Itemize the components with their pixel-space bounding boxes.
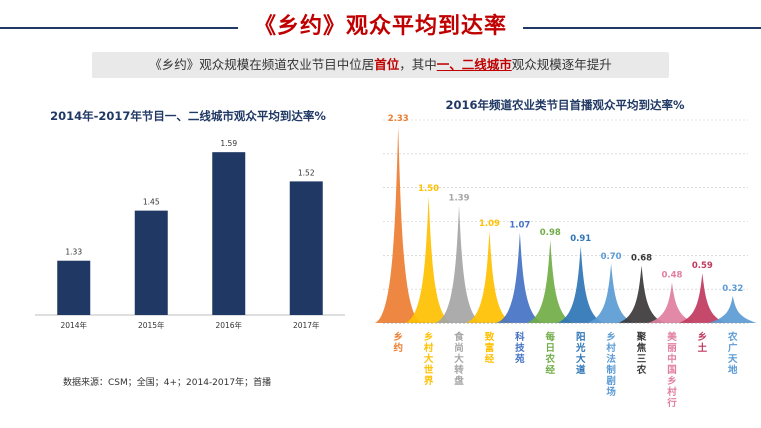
spike-category-char-9: 村 bbox=[667, 386, 677, 398]
spike-category-char-8: 焦 bbox=[636, 342, 647, 354]
spike-9 bbox=[648, 282, 696, 323]
spike-category-char-10: 乡 bbox=[698, 332, 708, 343]
summary-text-2: ，其中 bbox=[399, 57, 437, 72]
spike-value-label-10: 0.59 bbox=[692, 261, 713, 271]
spike-category-char-11: 农 bbox=[727, 331, 738, 343]
spike-category-char-4: 苑 bbox=[514, 353, 525, 365]
spike-value-label-7: 0.70 bbox=[601, 252, 622, 262]
bar-category-label-1: 2015年 bbox=[138, 320, 165, 330]
header-rule-right bbox=[523, 27, 761, 29]
summary-text-1: 《乡约》观众规模在频道农业节目中位居 bbox=[149, 57, 375, 72]
spike-category-char-8: 农 bbox=[636, 364, 647, 376]
bar-category-label-3: 2017年 bbox=[293, 320, 320, 330]
spike-category-char-9: 国 bbox=[667, 365, 677, 376]
spike-category-char-3: 富 bbox=[485, 342, 495, 354]
header-rule-left bbox=[0, 27, 238, 29]
spike-category-char-7: 村 bbox=[606, 342, 616, 354]
spike-category-char-9: 丽 bbox=[667, 343, 677, 354]
bar-value-label-3: 1.52 bbox=[298, 168, 315, 177]
bar-chart-title: 2014年-2017年节目一、二线城市观众平均到达率% bbox=[50, 109, 326, 123]
spike-category-char-9: 行 bbox=[666, 397, 677, 409]
spike-category-char-11: 天 bbox=[728, 354, 738, 365]
bar-category-label-0: 2014年 bbox=[60, 320, 87, 330]
spike-value-label-6: 0.91 bbox=[570, 234, 591, 244]
spike-category-char-7: 场 bbox=[606, 386, 616, 398]
spike-category-char-9: 乡 bbox=[667, 376, 677, 387]
spike-8 bbox=[617, 265, 666, 323]
bar-2 bbox=[212, 152, 246, 315]
spike-category-char-3: 致 bbox=[485, 331, 495, 343]
spike-5 bbox=[526, 240, 575, 323]
spike-category-char-8: 三 bbox=[637, 354, 647, 365]
spike-4 bbox=[496, 232, 544, 323]
spike-category-char-3: 经 bbox=[485, 353, 495, 365]
spike-category-char-7: 制 bbox=[606, 364, 616, 376]
spike-category-char-10: 土 bbox=[698, 342, 708, 354]
bar-0 bbox=[57, 260, 91, 315]
spike-category-char-8: 聚 bbox=[636, 332, 647, 343]
summary-text-3: 观众规模逐年提升 bbox=[511, 57, 612, 72]
spike-6 bbox=[556, 246, 605, 323]
spike-category-char-7: 剧 bbox=[606, 375, 616, 387]
spike-category-char-6: 大 bbox=[576, 353, 586, 365]
spike-value-label-9: 0.48 bbox=[661, 270, 682, 280]
bar-value-label-2: 1.59 bbox=[220, 139, 237, 148]
spike-category-char-1: 乡 bbox=[424, 332, 434, 343]
spike-category-char-5: 经 bbox=[546, 364, 556, 376]
spike-category-char-0: 约 bbox=[393, 342, 403, 354]
spike-category-char-5: 日 bbox=[546, 343, 556, 354]
spike-7 bbox=[587, 263, 635, 323]
summary-banner: 《乡约》观众规模在频道农业节目中位居首位，其中一、二线城市观众规模逐年提升 bbox=[92, 52, 669, 78]
spike-category-char-1: 界 bbox=[424, 376, 434, 387]
spike-category-char-2: 转 bbox=[454, 364, 464, 376]
spike-category-char-4: 科 bbox=[515, 331, 525, 343]
spike-category-char-9: 中 bbox=[667, 353, 677, 365]
bar-value-label-1: 1.45 bbox=[143, 198, 160, 207]
bar-category-label-2: 2016年 bbox=[215, 320, 242, 330]
spike-category-char-2: 尚 bbox=[454, 342, 464, 354]
spike-category-char-11: 地 bbox=[728, 364, 738, 376]
spike-category-char-7: 乡 bbox=[606, 332, 616, 343]
spike-category-char-2: 食 bbox=[453, 331, 464, 343]
spike-value-label-2: 1.39 bbox=[449, 193, 470, 203]
spike-category-char-6: 道 bbox=[576, 364, 586, 376]
area-chart-title: 2016年频道农业类节目首播观众平均到达率% bbox=[445, 98, 685, 112]
bar-value-label-0: 1.33 bbox=[65, 248, 82, 257]
spike-1 bbox=[404, 196, 453, 323]
spike-value-label-11: 0.32 bbox=[722, 284, 743, 294]
spike-category-char-6: 阳 bbox=[576, 332, 586, 343]
spike-value-label-4: 1.07 bbox=[509, 220, 530, 230]
page-title: 《乡约》观众平均到达率 bbox=[253, 14, 507, 39]
spike-category-char-2: 大 bbox=[454, 353, 464, 365]
spike-0 bbox=[374, 125, 422, 323]
spike-11 bbox=[709, 295, 757, 323]
spike-10 bbox=[678, 273, 727, 323]
spike-value-label-1: 1.50 bbox=[418, 184, 439, 194]
source-note: 数据来源：CSM；全国；4+；2014-2017年；首播 bbox=[63, 378, 272, 388]
spike-category-char-11: 广 bbox=[728, 342, 738, 354]
spike-value-label-3: 1.09 bbox=[479, 219, 500, 229]
spike-category-char-1: 大 bbox=[424, 353, 434, 365]
spike-category-char-1: 世 bbox=[424, 364, 434, 376]
spike-category-char-1: 村 bbox=[424, 342, 434, 354]
spike-value-label-5: 0.98 bbox=[540, 228, 561, 238]
bar-3 bbox=[289, 181, 323, 315]
spike-2 bbox=[435, 205, 483, 323]
summary-highlight-cities: 一、二线城市 bbox=[436, 57, 512, 72]
spike-category-char-4: 技 bbox=[515, 342, 525, 354]
spike-value-label-8: 0.68 bbox=[631, 253, 652, 263]
bar-1 bbox=[134, 210, 168, 315]
spike-category-char-5: 每 bbox=[546, 331, 556, 343]
summary-highlight-rank: 首位 bbox=[374, 57, 400, 72]
spike-category-char-5: 农 bbox=[545, 353, 556, 365]
spike-category-char-7: 法 bbox=[606, 353, 616, 365]
spike-category-char-9: 美 bbox=[666, 331, 677, 343]
spike-category-char-2: 盘 bbox=[454, 375, 464, 387]
spike-category-char-0: 乡 bbox=[393, 332, 403, 343]
spike-3 bbox=[465, 230, 514, 323]
spike-value-label-0: 2.33 bbox=[388, 114, 409, 124]
spike-category-char-6: 光 bbox=[575, 342, 586, 354]
